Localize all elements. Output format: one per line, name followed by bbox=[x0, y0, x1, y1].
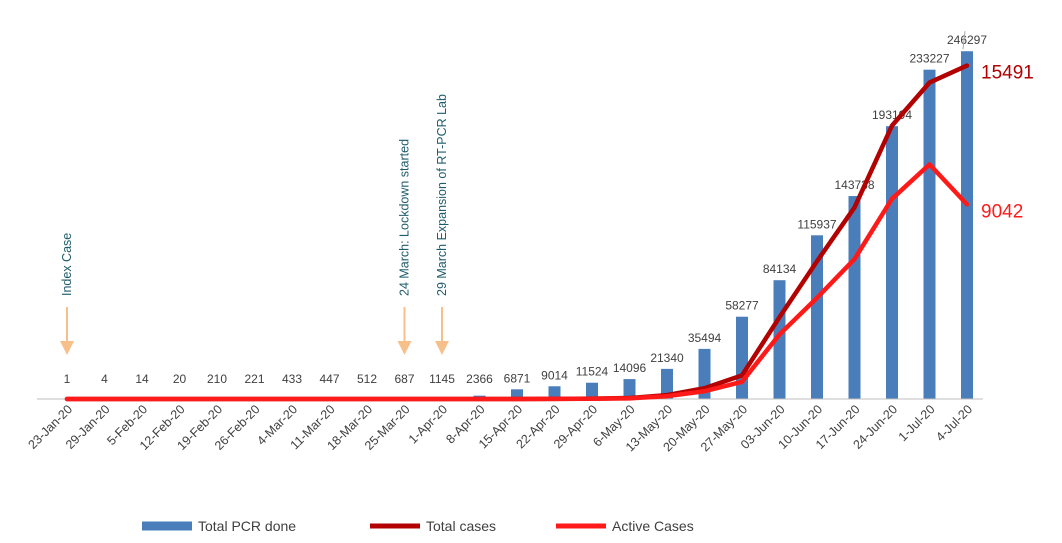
legend: Total PCR done Total cases Active Cases bbox=[142, 518, 694, 534]
bar-value-label: 115937 bbox=[797, 217, 836, 231]
series-end-label: 9042 bbox=[981, 201, 1023, 222]
bar-value-label: 233227 bbox=[909, 52, 949, 66]
bar-value-label: 21340 bbox=[650, 351, 684, 365]
bar bbox=[736, 317, 748, 399]
bar-value-label: 20 bbox=[173, 372, 187, 386]
bar-value-label: 221 bbox=[244, 372, 264, 386]
x-tick-label: 1-Apr-20 bbox=[406, 402, 450, 446]
bar-value-label: 447 bbox=[319, 372, 339, 386]
annotation-text: 24 March: Lockdown started bbox=[398, 139, 412, 296]
annotation-arrowhead bbox=[398, 341, 412, 355]
bar-value-label: 1145 bbox=[429, 372, 455, 386]
bar-value-label: 84134 bbox=[763, 262, 797, 276]
annotation-arrowhead bbox=[435, 341, 449, 355]
x-tick-label: 4-Jul-20 bbox=[933, 402, 975, 444]
annotation-text: 29 March Expansion of RT-PCR Lab bbox=[435, 94, 449, 296]
legend-swatch bbox=[142, 522, 192, 531]
bar-value-label: 1 bbox=[64, 372, 71, 386]
bar bbox=[886, 126, 898, 399]
bar-value-label: 9014 bbox=[541, 368, 568, 382]
bar-value-label: 246297 bbox=[947, 33, 987, 47]
bar-value-label: 11524 bbox=[576, 365, 609, 379]
bar-value-label: 512 bbox=[357, 372, 377, 386]
bar-value-label: 6871 bbox=[504, 371, 531, 385]
legend-swatch bbox=[370, 524, 420, 529]
series-end-label: 15491 bbox=[981, 63, 1034, 84]
series-line bbox=[67, 66, 967, 399]
bar bbox=[924, 70, 936, 399]
bar bbox=[849, 196, 861, 399]
bar-value-label: 35494 bbox=[688, 331, 722, 345]
bar-value-label: 58277 bbox=[725, 299, 759, 313]
tick-labels-layer: 23-Jan-2029-Jan-205-Feb-2012-Feb-2019-Fe… bbox=[25, 402, 975, 454]
bar-value-label: 433 bbox=[282, 372, 302, 386]
legend-label: Total cases bbox=[426, 518, 496, 534]
bar-value-label: 14 bbox=[135, 372, 149, 386]
bar-value-label: 4 bbox=[101, 372, 108, 386]
end-labels-layer: 15491 9042 bbox=[981, 63, 1034, 223]
x-tick-label: 1-Jul-20 bbox=[896, 402, 938, 444]
legend-label: Active Cases bbox=[612, 518, 694, 534]
series-line bbox=[67, 164, 967, 399]
lines-layer bbox=[67, 66, 967, 399]
annotation-text: Index Case bbox=[60, 233, 74, 296]
bar-value-label: 687 bbox=[394, 372, 414, 386]
annotations-layer: Index Case 24 March: Lockdown started 29 M… bbox=[60, 94, 449, 355]
bar-value-label: 2366 bbox=[466, 372, 493, 386]
bar-value-label: 210 bbox=[207, 372, 227, 386]
bar-value-label: 14096 bbox=[613, 361, 647, 375]
bar bbox=[961, 51, 973, 399]
legend-swatch bbox=[556, 524, 606, 529]
annotation-arrowhead bbox=[60, 341, 74, 355]
legend-label: Total PCR done bbox=[198, 518, 296, 534]
